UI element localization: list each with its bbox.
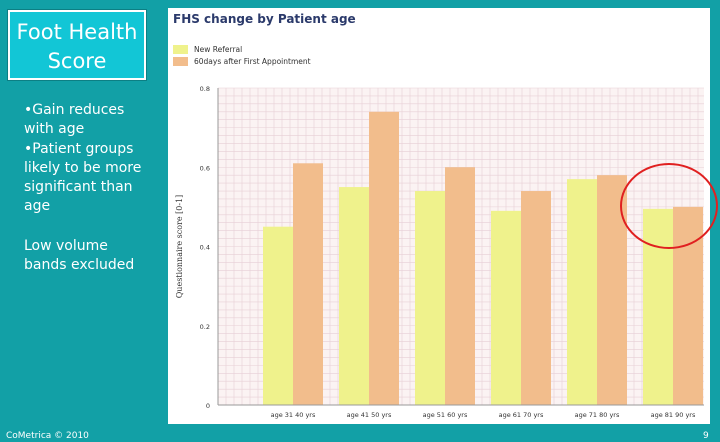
legend-swatch-new-referral [173,44,188,54]
bar-new-referral-2 [339,187,369,405]
x-tick-label: age 81 90 yrs [651,411,696,419]
chart-legend: New Referral 60days after First Appointm… [173,43,311,67]
bar-after-appointment-2 [369,111,399,406]
chart-panel: 0 0.2 0.4 0.6 0.8 Questionnaire score [0-1] ag… [168,8,710,424]
bar-new-referral-4 [491,210,521,405]
bar-new-referral-3 [415,191,445,405]
bar-new-referral-5 [567,179,597,405]
y-tick-label: 0.8 [200,85,210,93]
y-axis-label: Questionnaire score [0-1] [175,195,184,299]
bullet-patient-groups: •Patient groups likely to be more signif… [24,140,142,215]
y-tick-label: 0 [206,402,210,410]
footer-copyright: CoMetrica © 2010 [6,431,89,441]
bar-after-appointment-4 [521,191,551,405]
x-tick-label: age 41 50 yrs [347,411,392,419]
bar-after-appointment-1 [293,163,323,405]
x-tick-label: age 31 40 yrs [271,411,316,419]
slide-title: Foot Health Score [8,10,146,80]
legend-item-new-referral: New Referral [173,43,311,55]
legend-label-after-appointment: 60days after First Appointment [194,56,311,66]
y-tick-label: 0.6 [200,164,210,172]
bar-chart: 0 0.2 0.4 0.6 0.8 Questionnaire score [0-1] ag… [175,85,704,419]
legend-item-after-appointment: 60days after First Appointment [173,55,311,67]
bar-after-appointment-3 [445,167,475,405]
bullet-gain-reduces: •Gain reduces with age [24,102,125,138]
legend-swatch-after-appointment [173,56,188,66]
x-tick-label: age 71 80 yrs [575,411,620,419]
chart-title: FHS change by Patient age [173,12,356,26]
y-tick-label: 0.4 [200,244,210,252]
page-number: 9 [703,431,709,441]
highlight-circle [620,163,718,249]
x-tick-label: age 51 60 yrs [423,411,468,419]
y-tick-label: 0.2 [200,323,210,331]
bullet-list: •Gain reduces with age •Patient groups l… [24,101,154,217]
bar-new-referral-1 [263,226,293,405]
note-low-volume: Low volume bands excluded [24,238,135,274]
legend-label-new-referral: New Referral [194,44,243,54]
x-tick-label: age 61 70 yrs [499,411,544,419]
